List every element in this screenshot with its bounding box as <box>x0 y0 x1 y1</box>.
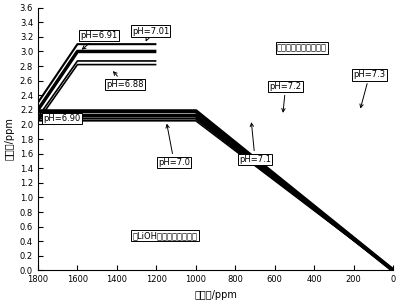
Text: 加LiOH，返回正常运行区: 加LiOH，返回正常运行区 <box>133 231 198 240</box>
Text: pH=6.90: pH=6.90 <box>43 114 80 123</box>
X-axis label: 硷浓度/ppm: 硷浓度/ppm <box>194 290 237 300</box>
Y-axis label: 锂浓度/ppm: 锂浓度/ppm <box>4 118 14 161</box>
Text: pH=7.2: pH=7.2 <box>270 82 302 112</box>
Text: pH=6.88: pH=6.88 <box>106 72 144 89</box>
Text: pH=7.0: pH=7.0 <box>158 125 190 167</box>
Text: 除锂，返回正常运行区: 除锂，返回正常运行区 <box>277 43 327 52</box>
Text: pH=7.3: pH=7.3 <box>354 70 386 108</box>
Text: pH=7.01: pH=7.01 <box>132 26 169 41</box>
Text: pH=6.91: pH=6.91 <box>80 31 118 49</box>
Text: pH=7.1: pH=7.1 <box>239 123 271 164</box>
